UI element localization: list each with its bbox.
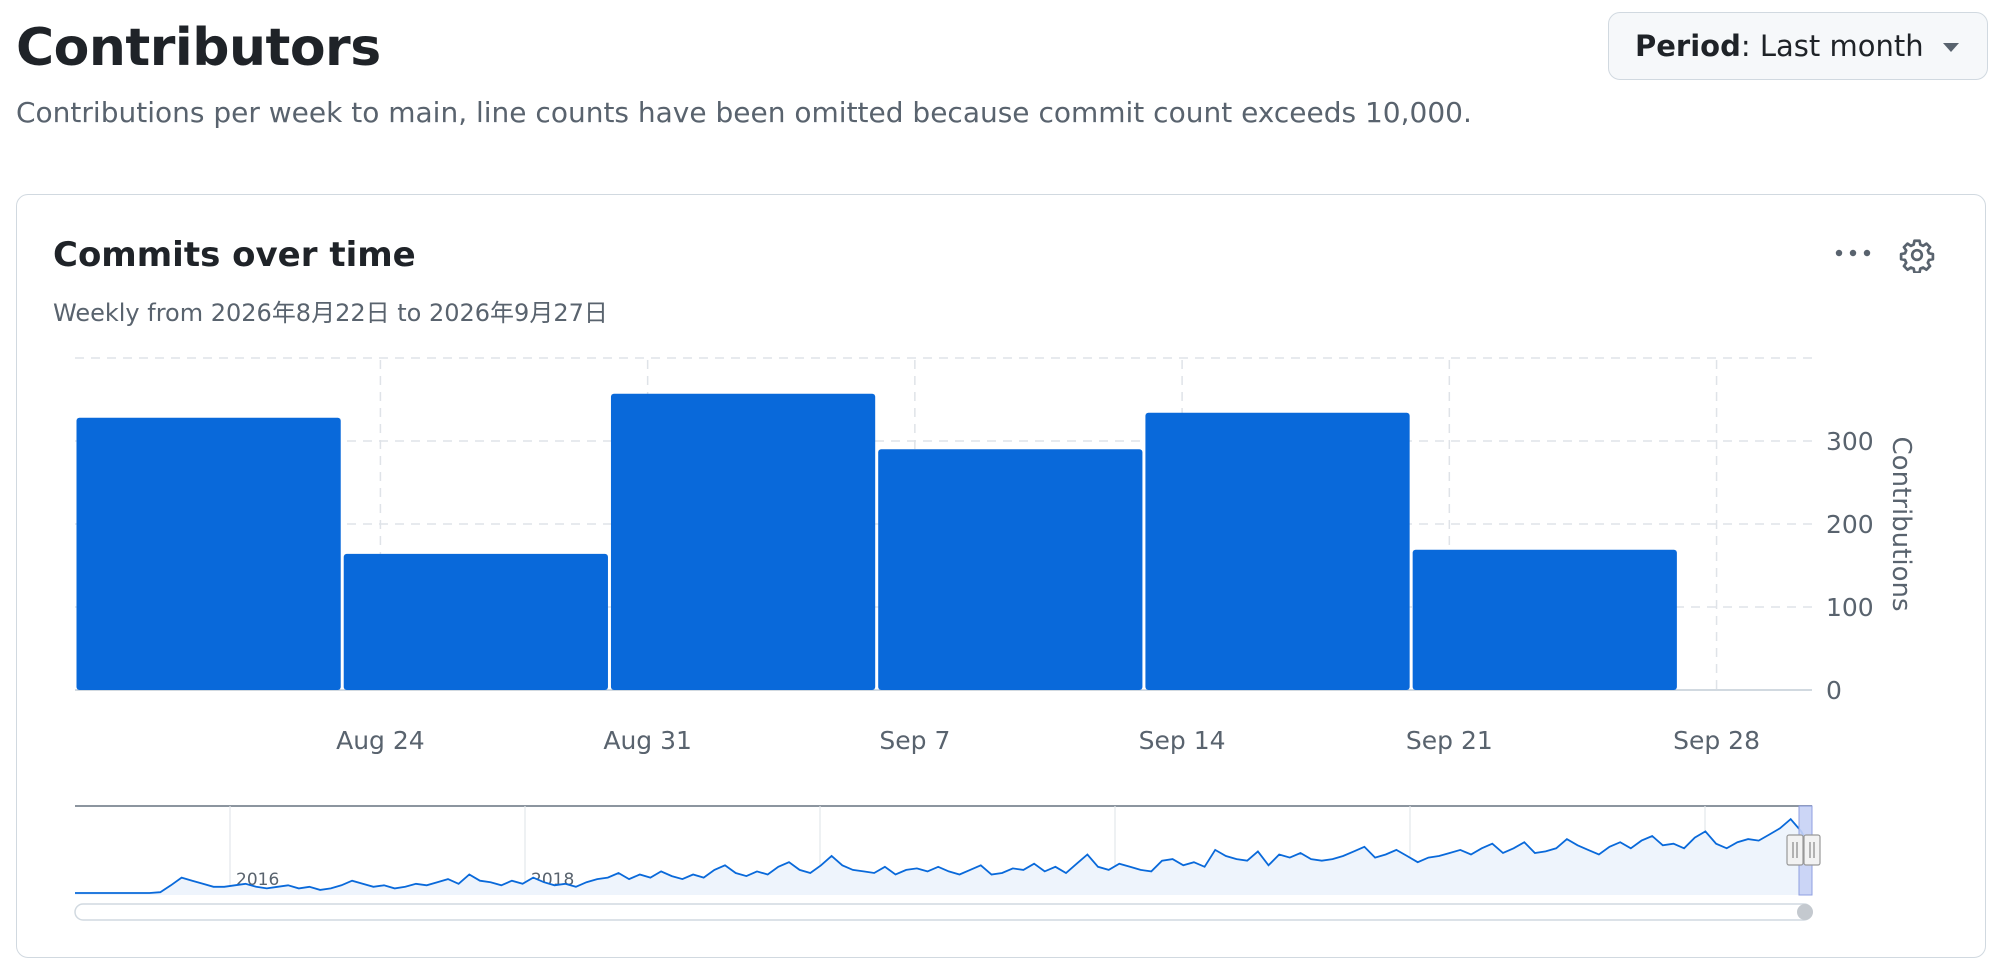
page-subtitle: Contributions per week to main, line cou… [16,96,1472,129]
commit-bar[interactable] [76,417,341,690]
navigator-scrollbar-track[interactable] [74,903,1813,921]
period-select-button[interactable]: Period: Last month [1608,12,1988,80]
caret-down-icon [1943,43,1959,52]
x-tick-label: Sep 21 [1406,726,1493,755]
navigator-area [75,819,1812,895]
y-tick-label: 200 [1826,510,1874,539]
commit-bar[interactable] [878,449,1143,690]
x-tick-label: Aug 31 [603,726,692,755]
y-axis-title: Contributions [1886,437,1916,612]
y-tick-label: 100 [1826,593,1874,622]
commit-bar[interactable] [343,553,608,690]
y-tick-label: 0 [1826,676,1842,705]
period-value: : Last month [1740,29,1924,63]
commit-bar[interactable] [610,393,876,690]
kebab-horizontal-icon [1835,249,1871,257]
commit-bar[interactable] [1145,412,1410,690]
x-tick-label: Sep 28 [1673,726,1760,755]
x-tick-label: Aug 24 [336,726,425,755]
navigator-left-handle[interactable] [1786,834,1804,866]
x-tick-label: Sep 7 [879,726,950,755]
period-label: Period [1635,29,1741,63]
navigator-right-handle[interactable] [1803,834,1821,866]
navigator-series-line [75,817,1813,894]
navigator-scrollbar-thumb[interactable] [1797,904,1813,920]
more-options-button[interactable] [1829,231,1877,275]
x-tick-label: Sep 14 [1139,726,1226,755]
y-tick-label: 300 [1826,427,1874,456]
chart-settings-button[interactable] [1893,231,1941,279]
card-subtitle: Weekly from 2026年8月22日 to 2026年9月27日 [53,299,608,327]
gear-icon [1899,239,1935,273]
page-title: Contributors [16,18,381,78]
card-title: Commits over time [53,235,416,275]
commit-bar[interactable] [1412,549,1677,690]
